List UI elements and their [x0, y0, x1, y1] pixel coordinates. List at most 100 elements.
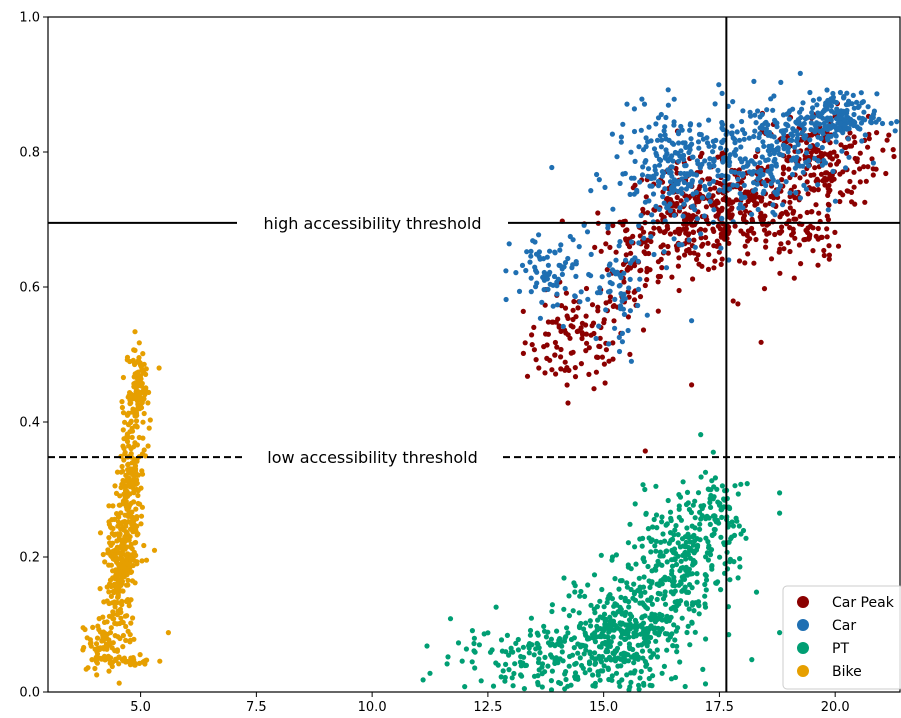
- data-point: [790, 132, 796, 139]
- data-point: [821, 157, 827, 164]
- data-point: [644, 277, 650, 283]
- data-point: [832, 229, 838, 235]
- data-point: [117, 493, 123, 499]
- data-point: [659, 670, 665, 676]
- data-point: [727, 559, 733, 565]
- data-point: [587, 667, 593, 673]
- data-point: [109, 663, 115, 670]
- data-point: [879, 120, 886, 127]
- data-point: [645, 166, 652, 172]
- data-point: [662, 631, 669, 637]
- data-point: [520, 644, 527, 650]
- data-point: [107, 630, 114, 636]
- data-point: [860, 116, 866, 122]
- data-point: [549, 608, 555, 615]
- x-tick-label: 5.0: [130, 700, 151, 715]
- data-point: [735, 176, 741, 182]
- data-point: [648, 634, 654, 641]
- data-point: [845, 136, 851, 142]
- data-point: [116, 661, 122, 667]
- data-point: [570, 307, 576, 313]
- data-point: [125, 551, 131, 557]
- data-point: [651, 225, 657, 231]
- data-point: [687, 143, 693, 149]
- data-point: [751, 78, 757, 84]
- data-point: [616, 334, 622, 340]
- data-point: [659, 617, 665, 623]
- data-point: [837, 89, 844, 96]
- data-point: [826, 189, 832, 195]
- data-point: [729, 123, 735, 129]
- data-point: [623, 622, 629, 628]
- data-point: [585, 582, 591, 588]
- data-point: [469, 628, 475, 634]
- data-point: [620, 261, 627, 267]
- data-point: [770, 202, 776, 208]
- data-point: [628, 358, 635, 364]
- data-point: [591, 386, 597, 392]
- data-point: [675, 532, 681, 538]
- data-point: [583, 313, 589, 319]
- data-point: [581, 626, 587, 632]
- data-point: [704, 513, 710, 519]
- data-point: [120, 427, 126, 433]
- data-point: [793, 119, 799, 125]
- data-point: [116, 654, 122, 660]
- data-point: [718, 245, 724, 251]
- data-point: [791, 208, 797, 214]
- data-point: [739, 173, 746, 179]
- data-point: [124, 438, 131, 445]
- data-point: [628, 250, 634, 256]
- data-point: [596, 177, 602, 183]
- data-point: [621, 279, 627, 285]
- data-point: [115, 634, 121, 640]
- data-point: [883, 170, 889, 177]
- data-point: [726, 632, 732, 638]
- data-point: [134, 424, 140, 430]
- data-point: [124, 506, 130, 512]
- data-point: [776, 229, 782, 236]
- data-point: [643, 194, 649, 200]
- data-point: [710, 496, 716, 502]
- data-point: [136, 355, 142, 361]
- data-point: [730, 182, 736, 188]
- data-point: [657, 180, 663, 186]
- data-point: [779, 177, 785, 183]
- data-point: [654, 525, 660, 531]
- data-point: [617, 180, 623, 186]
- data-point: [729, 130, 735, 136]
- data-point: [138, 364, 144, 370]
- data-point: [844, 150, 850, 156]
- data-point: [641, 602, 647, 608]
- data-point: [816, 210, 822, 216]
- data-point: [824, 226, 830, 232]
- data-point: [662, 186, 668, 192]
- data-point: [131, 499, 137, 505]
- data-point: [653, 638, 659, 644]
- data-point: [127, 466, 134, 472]
- data-point: [106, 503, 112, 509]
- data-point: [561, 606, 567, 612]
- data-point: [800, 169, 806, 175]
- data-point: [598, 248, 604, 254]
- data-point: [122, 518, 128, 525]
- data-point: [825, 207, 831, 213]
- data-point: [522, 662, 528, 669]
- data-point: [616, 586, 622, 592]
- data-point: [99, 637, 106, 643]
- data-point: [641, 680, 647, 686]
- data-point: [689, 154, 695, 160]
- data-point: [682, 584, 688, 590]
- data-point: [651, 251, 657, 258]
- x-tick-label: 20.0: [821, 700, 850, 715]
- data-point: [624, 584, 631, 590]
- data-point: [607, 244, 613, 250]
- data-point: [696, 261, 702, 267]
- data-point: [634, 189, 640, 195]
- data-point: [733, 147, 739, 153]
- data-point: [132, 413, 138, 419]
- data-point: [686, 237, 692, 243]
- data-point: [547, 281, 553, 287]
- data-point: [588, 273, 594, 279]
- data-point: [718, 261, 724, 267]
